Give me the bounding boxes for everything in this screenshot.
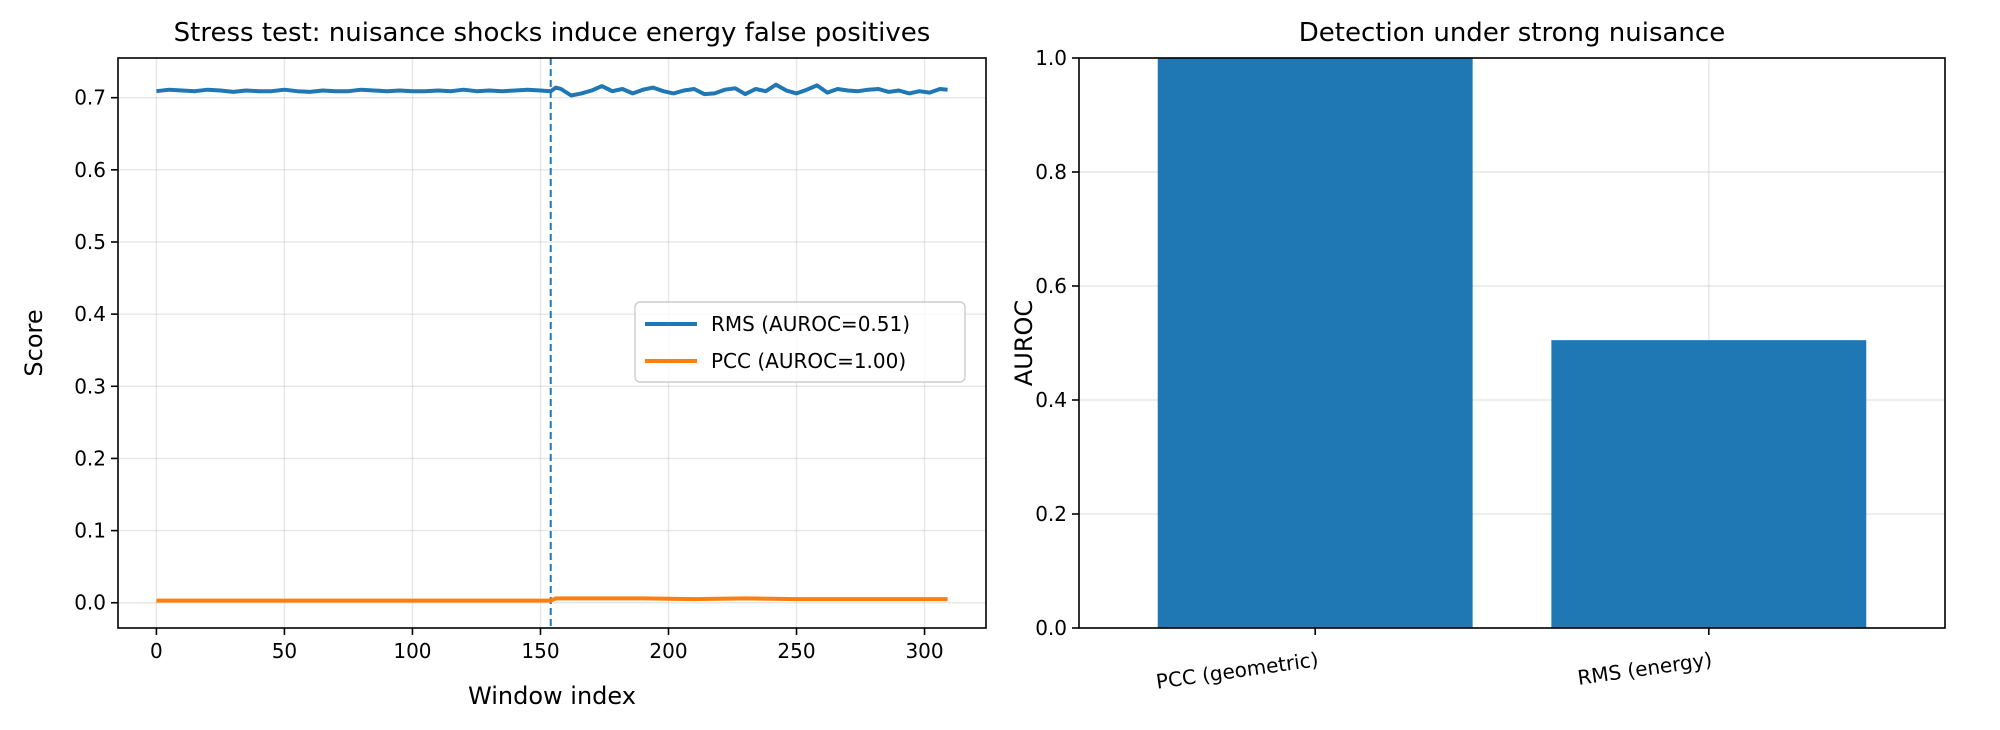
legend-label-rms: RMS (AUROC=0.51) xyxy=(711,312,910,336)
y-tick-label: 0.6 xyxy=(1035,274,1067,298)
right-y-axis-label: AUROC xyxy=(1010,300,1038,386)
pcc-series-line xyxy=(156,596,948,603)
x-tick-label: 300 xyxy=(905,639,943,663)
x-tick-label: PCC (geometric) xyxy=(1155,647,1320,694)
bar-pcc xyxy=(1157,58,1473,628)
left-chart: 0 50 100 150 200 250 300 0.0 0.1 0.2 0.3 0.4 0.5 0.6… xyxy=(20,18,987,710)
legend-box xyxy=(634,301,966,383)
x-tick-label: 200 xyxy=(649,639,687,663)
x-tick-label: RMS (energy) xyxy=(1576,647,1714,690)
left-y-axis-label: Score xyxy=(20,309,48,376)
left-y-ticks: 0.0 0.1 0.2 0.3 0.4 0.5 0.6 0.7 xyxy=(74,86,118,615)
left-chart-title: Stress test: nuisance shocks induce ener… xyxy=(174,18,931,48)
bar-rms xyxy=(1551,340,1867,628)
x-tick-label: 50 xyxy=(272,639,297,663)
left-x-ticks: 0 50 100 150 200 250 300 xyxy=(150,628,944,663)
left-axes-frame xyxy=(117,57,987,629)
rms-series-line xyxy=(156,82,948,98)
y-tick-label: 0.3 xyxy=(74,374,106,398)
legend-label-pcc: PCC (AUROC=1.00) xyxy=(711,349,906,373)
right-axes-frame xyxy=(1078,57,1946,629)
y-tick-label: 0.2 xyxy=(74,446,106,470)
right-chart: PCC (geometric) RMS (energy) 0.0 0.2 0.4 0.6… xyxy=(1010,18,1946,694)
legend[interactable]: RMS (AUROC=0.51) PCC (AUROC=1.00) xyxy=(634,301,966,383)
left-x-axis-label: Window index xyxy=(468,682,636,710)
y-tick-label: 0.8 xyxy=(1035,160,1067,184)
x-tick-label: 250 xyxy=(777,639,815,663)
right-bars xyxy=(1157,58,1867,628)
right-x-ticks: PCC (geometric) RMS (energy) xyxy=(1155,628,1714,694)
y-tick-label: 0.4 xyxy=(74,302,106,326)
right-chart-title: Detection under strong nuisance xyxy=(1299,18,1725,48)
y-tick-label: 0.0 xyxy=(1035,616,1067,640)
y-tick-label: 0.0 xyxy=(74,591,106,615)
x-tick-label: 0 xyxy=(150,639,163,663)
y-tick-label: 0.5 xyxy=(74,230,106,254)
right-y-ticks: 0.0 0.2 0.4 0.6 0.8 1.0 xyxy=(1035,46,1079,640)
left-series-lines xyxy=(156,82,948,603)
y-tick-label: 0.4 xyxy=(1035,388,1067,412)
y-tick-label: 0.7 xyxy=(74,86,106,110)
x-tick-label: 100 xyxy=(393,639,431,663)
y-tick-label: 0.2 xyxy=(1035,502,1067,526)
y-tick-label: 0.1 xyxy=(74,519,106,543)
y-tick-label: 0.6 xyxy=(74,158,106,182)
y-tick-label: 1.0 xyxy=(1035,46,1067,70)
x-tick-label: 150 xyxy=(521,639,559,663)
